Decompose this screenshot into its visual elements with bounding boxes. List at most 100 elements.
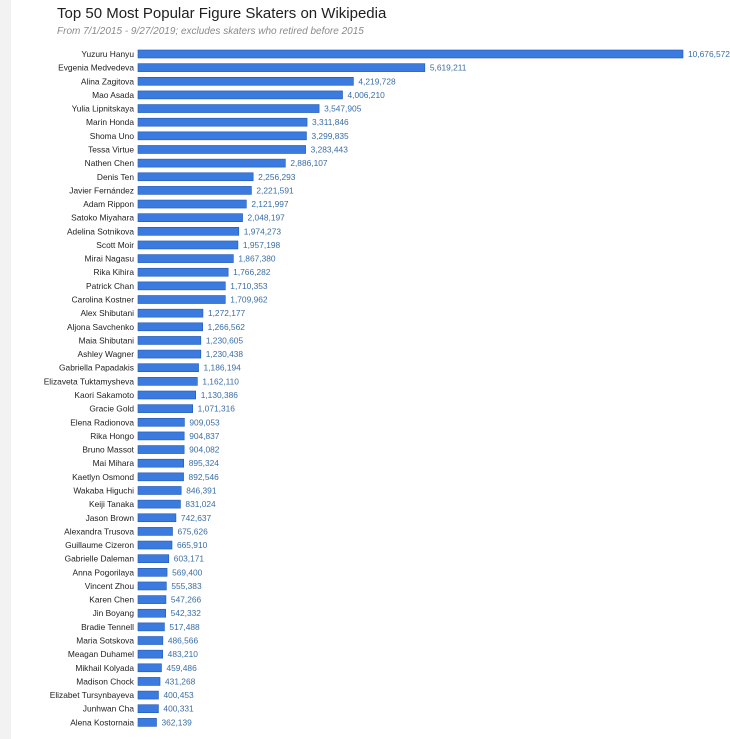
category-label: Elena Radionova bbox=[70, 417, 134, 427]
bar bbox=[137, 213, 243, 222]
value-label: 675,626 bbox=[177, 526, 208, 536]
bar bbox=[137, 90, 343, 100]
category-label: Mai Mihara bbox=[93, 458, 135, 468]
category-label: Jin Boyang bbox=[93, 608, 135, 618]
category-label: Bruno Massot bbox=[82, 445, 134, 455]
value-label: 665,910 bbox=[177, 540, 208, 550]
bar bbox=[137, 595, 167, 604]
category-label: Marin Honda bbox=[86, 117, 134, 127]
category-label: Meagan Duhamel bbox=[68, 649, 134, 659]
category-label: Maria Sotskova bbox=[76, 636, 134, 646]
category-label: Alina Zagitova bbox=[81, 76, 134, 86]
value-label: 4,219,728 bbox=[358, 76, 396, 86]
value-label: 3,299,835 bbox=[311, 131, 349, 141]
value-label: 831,024 bbox=[185, 499, 216, 509]
category-label: Mikhail Kolyada bbox=[75, 663, 134, 673]
bar bbox=[137, 581, 167, 591]
value-label: 517,488 bbox=[169, 622, 200, 632]
category-label: Tessa Virtue bbox=[88, 144, 134, 154]
value-label: 542,332 bbox=[171, 608, 202, 618]
bar bbox=[137, 76, 354, 86]
bar bbox=[137, 445, 185, 454]
bar bbox=[137, 281, 226, 291]
bar bbox=[137, 458, 185, 468]
value-label: 569,400 bbox=[172, 567, 203, 577]
category-label: Yuzuru Hanyu bbox=[81, 49, 134, 59]
category-label: Anna Pogorilaya bbox=[73, 567, 135, 577]
value-label: 1,186,194 bbox=[204, 363, 242, 373]
bar-chart: Yuzuru Hanyu 10,676,572 Evgenia Medvedeva 5… bbox=[44, 49, 730, 727]
value-label: 10,676,572 bbox=[688, 49, 730, 59]
category-label: Shoma Uno bbox=[90, 131, 135, 141]
bar bbox=[137, 540, 173, 550]
value-label: 603,171 bbox=[174, 554, 205, 564]
category-label: Alena Kostornaia bbox=[70, 717, 134, 727]
bar bbox=[137, 240, 239, 250]
bar bbox=[137, 404, 193, 413]
category-label: Vincent Zhou bbox=[85, 581, 135, 591]
category-label: Alex Shibutani bbox=[80, 308, 134, 318]
category-label: Carolina Kostner bbox=[72, 295, 135, 305]
category-label: Javier Fernández bbox=[69, 185, 134, 195]
value-label: 2,886,107 bbox=[290, 158, 328, 168]
bar bbox=[137, 186, 252, 195]
value-label: 3,547,905 bbox=[324, 104, 362, 114]
value-label: 892,546 bbox=[189, 472, 220, 482]
bar bbox=[137, 690, 159, 700]
value-label: 1,071,316 bbox=[198, 404, 236, 414]
bar bbox=[137, 472, 184, 482]
category-label: Mirai Nagasu bbox=[85, 254, 135, 264]
bar bbox=[137, 486, 182, 495]
value-label: 5,619,211 bbox=[430, 63, 467, 73]
bar bbox=[137, 363, 199, 373]
category-label: Gabriella Papadakis bbox=[59, 363, 134, 373]
value-label: 1,272,177 bbox=[208, 308, 246, 318]
value-label: 362,139 bbox=[161, 717, 192, 727]
category-label: Madison Chock bbox=[76, 676, 135, 686]
category-label: Elizabet Tursynbayeva bbox=[50, 690, 135, 700]
category-label: Adam Rippon bbox=[83, 199, 134, 209]
bar bbox=[137, 349, 202, 359]
value-label: 459,486 bbox=[166, 663, 197, 673]
category-label: Scott Moir bbox=[96, 240, 134, 250]
bar bbox=[137, 227, 240, 236]
bar bbox=[137, 636, 164, 645]
bar bbox=[137, 390, 197, 400]
category-label: Gracie Gold bbox=[89, 404, 134, 414]
bar bbox=[137, 308, 204, 318]
category-label: Kaetlyn Osmond bbox=[72, 472, 134, 482]
value-label: 547,266 bbox=[171, 595, 202, 605]
value-label: 1,709,962 bbox=[230, 295, 268, 305]
value-label: 1,162,110 bbox=[202, 376, 239, 386]
value-label: 486,566 bbox=[168, 636, 199, 646]
category-label: Wakaba Higuchi bbox=[73, 485, 134, 495]
value-label: 3,283,443 bbox=[311, 144, 349, 154]
value-label: 2,048,197 bbox=[248, 213, 286, 223]
bar bbox=[137, 322, 203, 332]
bar bbox=[137, 568, 168, 577]
bar bbox=[137, 104, 320, 113]
category-label: Mao Asada bbox=[92, 90, 134, 100]
category-label: Aljona Savchenko bbox=[67, 322, 134, 332]
value-label: 3,311,846 bbox=[312, 117, 349, 127]
bar bbox=[137, 417, 185, 427]
bar bbox=[137, 63, 426, 72]
bar bbox=[137, 718, 157, 727]
bar bbox=[137, 431, 185, 441]
chart-card: Top 50 Most Popular Figure Skaters on Wi… bbox=[11, 0, 730, 739]
value-label: 1,230,605 bbox=[206, 335, 244, 345]
value-label: 431,268 bbox=[165, 676, 196, 686]
category-label: Adelina Sotnikova bbox=[67, 226, 134, 236]
value-label: 1,974,273 bbox=[244, 226, 282, 236]
chart-title: Top 50 Most Popular Figure Skaters on Wi… bbox=[57, 5, 387, 22]
value-label: 1,266,562 bbox=[208, 322, 246, 332]
value-label: 483,210 bbox=[168, 649, 199, 659]
category-label: Ashley Wagner bbox=[78, 349, 135, 359]
value-label: 1,867,380 bbox=[238, 254, 276, 264]
value-label: 1,766,282 bbox=[233, 267, 271, 277]
bar bbox=[137, 527, 173, 536]
value-label: 904,082 bbox=[189, 445, 220, 455]
category-label: Gabrielle Daleman bbox=[65, 554, 135, 564]
category-label: Patrick Chan bbox=[86, 281, 134, 291]
bar bbox=[137, 172, 254, 182]
